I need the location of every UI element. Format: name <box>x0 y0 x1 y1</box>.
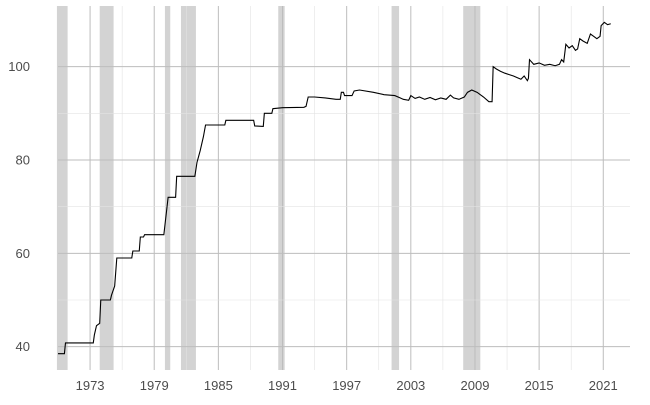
y-tick-label: 80 <box>16 153 30 168</box>
y-axis-tick-labels: 40 60 80 100 <box>8 59 30 354</box>
shaded-period <box>391 6 400 370</box>
x-tick-label: 1991 <box>268 378 297 393</box>
x-tick-label: 2009 <box>461 378 490 393</box>
x-tick-label: 1979 <box>140 378 169 393</box>
y-tick-label: 60 <box>16 246 30 261</box>
x-axis-tick-labels: 1973 1979 1985 1991 1997 2003 2009 2015 2021 <box>76 378 618 393</box>
y-tick-label: 40 <box>16 339 30 354</box>
series-line <box>58 21 611 355</box>
y-tick-label: 100 <box>8 59 30 74</box>
shaded-period <box>463 6 481 370</box>
gridlines <box>58 6 630 370</box>
shaded-periods <box>56 6 481 370</box>
shaded-period <box>180 6 196 370</box>
x-tick-label: 1997 <box>332 378 361 393</box>
shaded-period <box>99 6 114 370</box>
x-tick-label: 2021 <box>589 378 618 393</box>
shaded-period <box>164 6 171 370</box>
shaded-period <box>56 6 68 370</box>
x-tick-label: 2015 <box>525 378 554 393</box>
x-tick-label: 1985 <box>204 378 233 393</box>
x-tick-label: 2003 <box>396 378 425 393</box>
x-tick-label: 1973 <box>76 378 105 393</box>
shaded-period <box>278 6 285 370</box>
series-layer <box>58 21 611 355</box>
